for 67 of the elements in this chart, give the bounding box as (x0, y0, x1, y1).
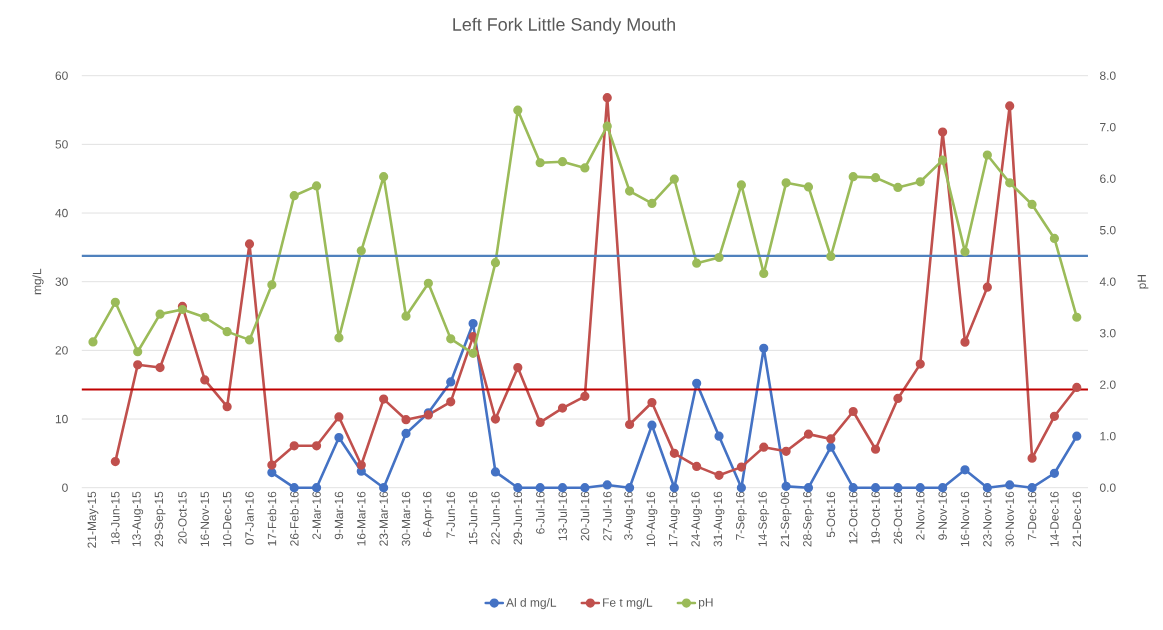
x-tick-label: 12-Oct-16 (848, 491, 858, 544)
x-tick-label: 20-Oct-15 (178, 491, 187, 544)
x-tick-label: 20-Jul-16 (580, 491, 590, 541)
x-tick-label: 29-Sep-15 (154, 491, 166, 547)
x-tick-label: 13-Jul-16 (558, 491, 567, 541)
y-tick-label: 30 (55, 277, 68, 286)
x-tick-label: 2-Mar-16 (312, 491, 321, 540)
legend-label: pH (698, 598, 713, 609)
x-tick-label: 14-Dec-16 (1050, 491, 1059, 547)
x-tick-label: 3-Aug-16 (624, 491, 636, 540)
x-tick-label: 28-Sep-16 (803, 491, 814, 547)
x-tick-label: 7-Jun-16 (446, 491, 455, 538)
y2-axis-title: pH (1137, 275, 1149, 289)
y2-tick-label: 8.0 (1099, 71, 1116, 80)
legend-label: Fe t mg/L (603, 597, 653, 610)
y-tick-label: 40 (55, 208, 68, 218)
x-tick-label: 19-Oct-16 (871, 491, 880, 544)
legend-label: Al d mg/L (506, 597, 557, 610)
x-tick-label: 13-Aug-15 (132, 491, 144, 547)
y2-tick-label: 5.0 (1099, 225, 1116, 235)
y2-tick-label: 6.0 (1100, 174, 1116, 183)
x-tick-label: 23-Nov-16 (983, 491, 992, 547)
x-tick-label: 29-Jun-16 (513, 491, 523, 545)
x-tick-label: 21-May-15 (87, 491, 99, 548)
y2-tick-label: 7.0 (1100, 122, 1116, 132)
x-tick-label: 21-Dec-16 (1072, 491, 1081, 547)
x-tick-label: 24-Aug-16 (691, 491, 703, 547)
x-tick-label: 9-Mar-16 (334, 491, 344, 540)
x-tick-label: 21-Sep-06 (780, 491, 792, 547)
y-axis-title: mg/L (32, 268, 44, 295)
y-tick-label: 20 (55, 346, 68, 355)
x-tick-label: 23-Mar-16 (379, 491, 388, 546)
x-tick-label: 9-Nov-16 (938, 491, 947, 540)
x-tick-label: 7-Sep-16 (735, 491, 747, 540)
y2-tick-label: 2.0 (1100, 380, 1116, 389)
x-tick-label: 30-Nov-16 (1005, 491, 1014, 547)
x-tick-label: 16-Nov-16 (960, 491, 970, 547)
x-tick-label: 2-Nov-16 (916, 491, 925, 540)
x-tick-label: 26-Oct-16 (893, 491, 903, 544)
y-tick-label: 60 (55, 71, 68, 80)
x-tick-label: 16-Nov-15 (200, 491, 209, 547)
y2-tick-label: 0.0 (1099, 483, 1116, 492)
x-tick-label: 30-Mar-16 (401, 491, 411, 546)
y2-tick-label: 1.0 (1100, 431, 1116, 441)
x-tick-label: 10-Dec-15 (222, 491, 232, 547)
x-tick-label: 10-Aug-16 (646, 491, 658, 547)
y2-tick-label: 4.0 (1099, 277, 1116, 286)
x-tick-label: 22-Jun-16 (491, 491, 500, 545)
x-tick-label: 7-Dec-16 (1027, 491, 1037, 540)
y2-tick-label: 3.0 (1099, 328, 1116, 338)
x-tick-label: 14-Sep-16 (758, 491, 770, 547)
x-tick-label: 31-Aug-16 (713, 491, 725, 547)
x-tick-label: 27-Jul-16 (602, 491, 612, 541)
y-tick-label: 0 (62, 483, 68, 492)
chart-title: Left Fork Little Sandy Mouth (453, 17, 675, 35)
x-tick-label: 6-Jul-16 (535, 491, 545, 534)
x-tick-label: 15-Jun-16 (468, 491, 478, 545)
x-tick-label: 5-Oct-16 (826, 491, 836, 538)
x-tick-label: 17-Feb-16 (267, 491, 277, 546)
x-tick-label: 16-Mar-16 (357, 491, 366, 546)
x-tick-label: 07-Jan-16 (245, 491, 254, 545)
x-tick-label: 17-Aug-16 (668, 491, 680, 547)
x-tick-label: 26-Feb-16 (289, 491, 299, 546)
x-tick-label: 6-Apr-16 (422, 491, 434, 538)
x-tick-label: 18-Jun-15 (111, 491, 120, 545)
y-tick-label: 50 (55, 140, 68, 149)
y-tick-label: 10 (55, 414, 68, 424)
